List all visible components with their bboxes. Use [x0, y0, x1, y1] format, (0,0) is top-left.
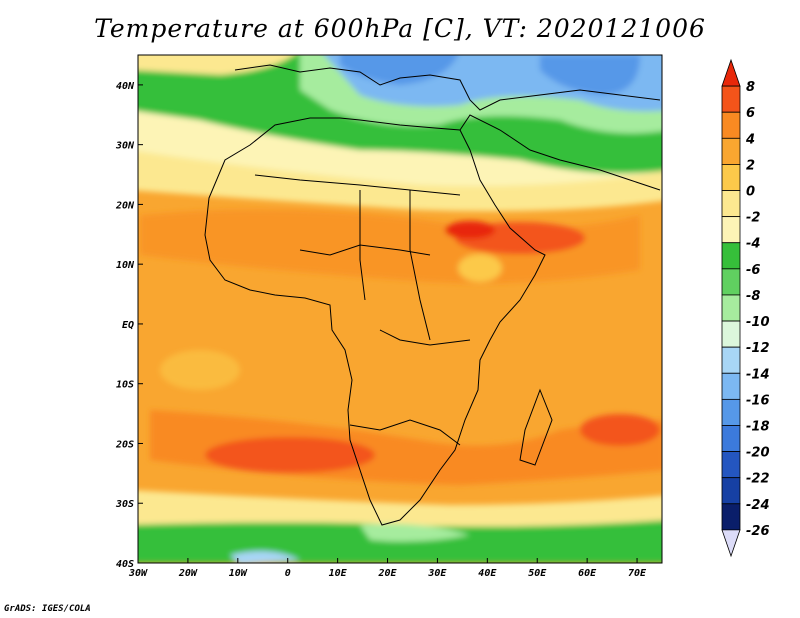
- colorbar-swatch: [721, 216, 741, 244]
- colorbar-label: 8: [746, 80, 755, 95]
- colorbar-swatch: [721, 294, 741, 322]
- colorbar-label: -2: [746, 211, 760, 226]
- colorbar-label: 2: [746, 158, 755, 173]
- colorbar-label: -6: [746, 263, 760, 278]
- colorbar-swatch: [721, 111, 741, 139]
- lat-tick-label: 20N: [115, 200, 135, 211]
- colorbar-swatch: [721, 346, 741, 374]
- colorbar-label: -22: [746, 472, 770, 487]
- map-title: Temperature at 600hPa [C], VT: 202012100…: [94, 14, 706, 43]
- colorbar-label: -26: [746, 524, 770, 539]
- temperature-map: 30W 20W 10W 0 10E 20E 30E 40E 50E 60E 70E 40N30N20…: [115, 54, 770, 579]
- colorbar-swatch: [721, 372, 741, 400]
- lon-tick-label: 70E: [628, 568, 647, 579]
- colorbar-swatch: [721, 85, 741, 113]
- lat-tick-label: 10N: [116, 260, 135, 271]
- colorbar-label: -10: [746, 315, 770, 330]
- colorbar-label: -4: [746, 237, 760, 252]
- lon-tick-label: 30W: [128, 568, 148, 579]
- colorbar-label: 4: [745, 132, 755, 147]
- colorbar-swatch: [721, 58, 741, 87]
- lon-tick-label: 0: [285, 568, 291, 579]
- colorbar-swatch: [721, 425, 741, 452]
- lat-axis: 40N 30N 20N 10N EQ 10S 20S 30S 40S: [115, 81, 143, 570]
- lon-tick-label: 40E: [478, 568, 497, 579]
- footer-credit: GrADS: IGES/COLA: [4, 604, 91, 614]
- colorbar-swatch: [721, 164, 741, 191]
- lon-tick-label: 10W: [229, 568, 248, 579]
- colorbar-label: -12: [746, 341, 770, 356]
- colorbar-label: 6: [746, 106, 755, 121]
- lon-tick-label: 20W: [178, 568, 198, 579]
- lat-tick-label: 40N: [116, 81, 135, 92]
- lon-axis: 30W 20W 10W 0 10E 20E 30E 40E 50E 60E 70E: [128, 558, 647, 579]
- colorbar-swatch: [721, 451, 741, 479]
- colorbar-swatch: [721, 137, 741, 165]
- lon-tick-label: 50E: [528, 568, 547, 579]
- lat-tick-label: 30S: [115, 499, 134, 510]
- coastlines: [204, 64, 661, 526]
- lat-tick-label: EQ: [122, 320, 134, 331]
- colorbar-label: 0: [746, 185, 755, 200]
- lat-tick-label: 30N: [115, 141, 135, 152]
- colorbar-label: -16: [746, 393, 770, 408]
- lon-tick-label: 60E: [578, 568, 597, 579]
- colorbar-swatch: [721, 398, 741, 426]
- colorbar-swatch: [721, 477, 741, 505]
- colorbar-swatch: [721, 320, 741, 348]
- lon-tick-label: 10E: [329, 568, 348, 579]
- colorbar: 8 6 4 2 0 -2 -4 -6 -8 -10 -12 -14 -16 -18 -20 -22 -24 -26: [721, 58, 770, 558]
- colorbar-swatch: [721, 190, 741, 218]
- colorbar-swatch: [721, 529, 741, 558]
- colorbar-swatch: [721, 503, 741, 531]
- lat-tick-label: 20S: [115, 439, 134, 450]
- lon-tick-label: 20E: [377, 568, 397, 579]
- temperature-field: [138, 55, 662, 563]
- colorbar-label: -20: [746, 446, 770, 461]
- colorbar-swatch: [721, 242, 741, 270]
- plot-frame: [137, 54, 663, 564]
- colorbar-label: -18: [746, 419, 770, 434]
- lat-tick-label: 40S: [116, 559, 134, 570]
- lon-tick-label: 30E: [427, 568, 447, 579]
- colorbar-label: -8: [746, 289, 760, 304]
- colorbar-swatch: [721, 268, 741, 296]
- colorbar-label: -24: [746, 498, 770, 513]
- lat-tick-label: 10S: [116, 380, 134, 391]
- colorbar-label: -14: [746, 367, 770, 382]
